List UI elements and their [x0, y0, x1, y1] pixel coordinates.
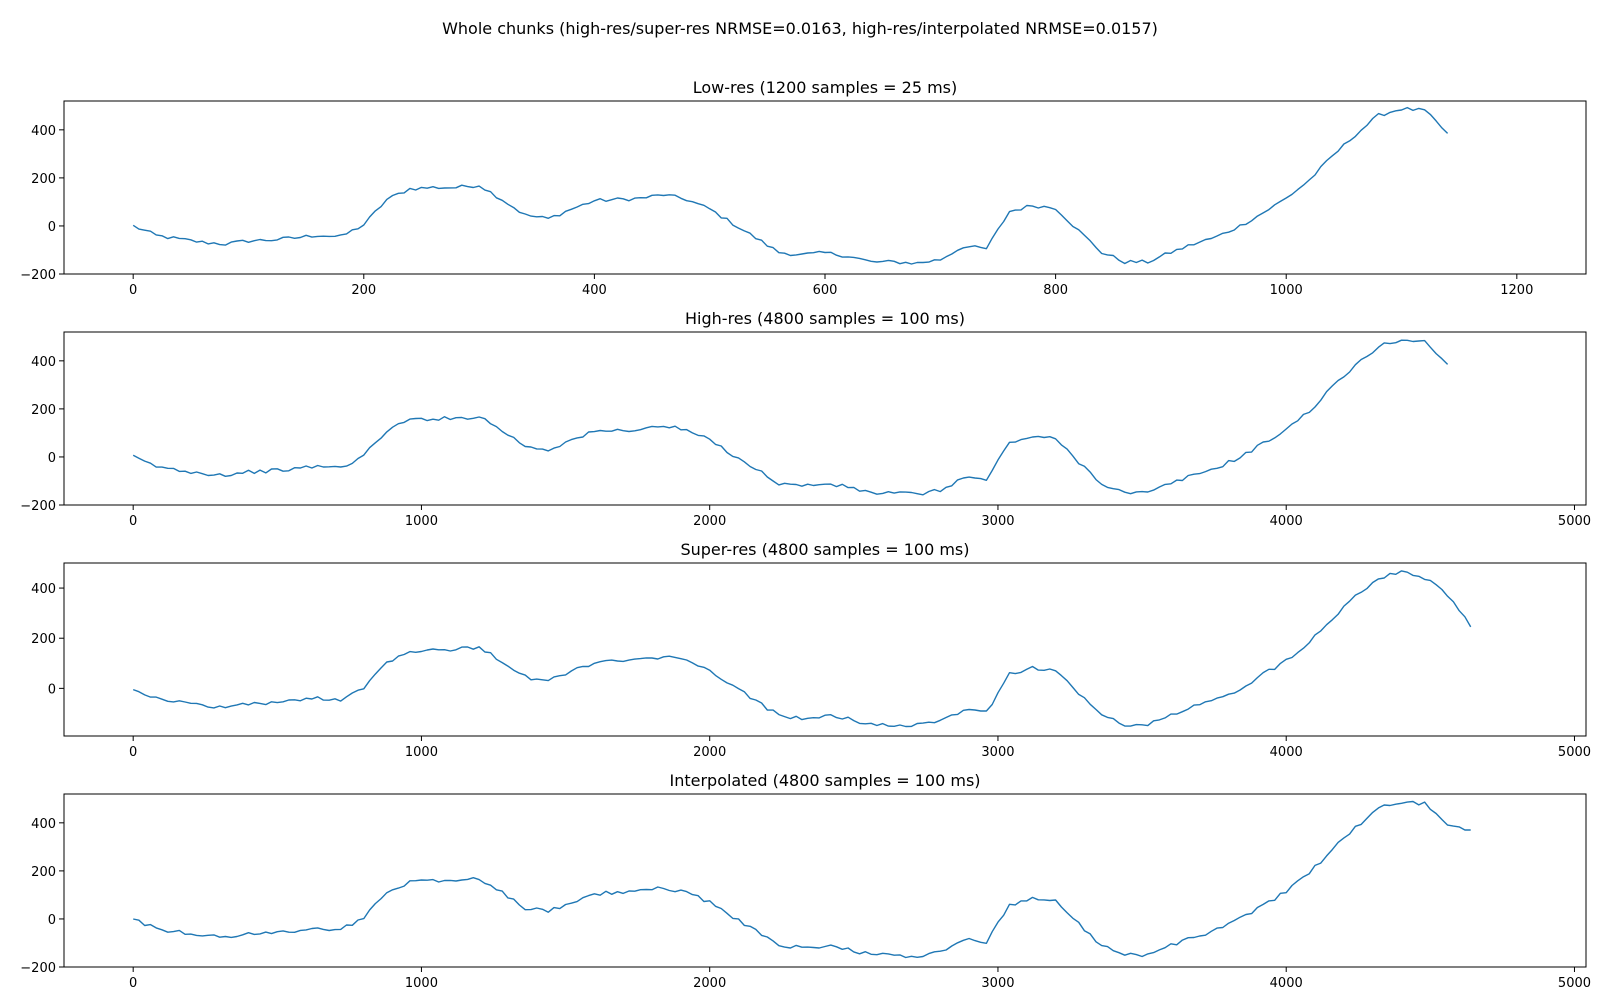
- y-tick-label: 200: [31, 172, 56, 187]
- axes-frame: [63, 100, 1587, 275]
- axes-frame: [63, 562, 1587, 737]
- x-tick-label: 4000: [1270, 976, 1303, 991]
- subplot-title: High-res (4800 samples = 100 ms): [685, 309, 965, 328]
- y-tick-label: −200: [20, 499, 56, 514]
- subplot-2: High-res (4800 samples = 100 ms) 0 1000 200…: [20, 309, 1591, 529]
- y-tick-label: 400: [31, 817, 56, 832]
- x-tick-label: 1000: [1270, 283, 1303, 298]
- subplot-title: Low-res (1200 samples = 25 ms): [693, 78, 958, 97]
- x-tick-label: 4000: [1270, 514, 1303, 529]
- y-tick-label: −200: [20, 961, 56, 976]
- x-tick-label: 200: [351, 283, 376, 298]
- x-tick-label: 1000: [405, 514, 438, 529]
- x-tick-label: 0: [129, 514, 137, 529]
- x-tick-label: 1200: [1500, 283, 1533, 298]
- subplot-3: Super-res (4800 samples = 100 ms) 0 1000 20…: [31, 540, 1591, 760]
- series-line: [132, 570, 1472, 728]
- x-tick-label: 5000: [1558, 976, 1591, 991]
- series-line: [132, 339, 1449, 496]
- subplot-panels: Low-res (1200 samples = 25 ms) 0 200 400 600…: [20, 78, 1591, 991]
- x-tick-label: 0: [129, 283, 137, 298]
- x-tick-label: 1000: [405, 745, 438, 760]
- subplot-title: Interpolated (4800 samples = 100 ms): [669, 771, 980, 790]
- y-tick-label: 0: [48, 682, 56, 697]
- y-tick-label: 0: [48, 913, 56, 928]
- y-tick-label: 400: [31, 124, 56, 139]
- x-tick-label: 600: [813, 283, 838, 298]
- x-tick-label: 800: [1043, 283, 1068, 298]
- subplot-title: Super-res (4800 samples = 100 ms): [680, 540, 969, 559]
- x-tick-label: 1000: [405, 976, 438, 991]
- x-tick-label: 0: [129, 976, 137, 991]
- x-tick-label: 4000: [1270, 745, 1303, 760]
- figure-suptitle: Whole chunks (high-res/super-res NRMSE=0…: [442, 19, 1158, 38]
- y-tick-label: 200: [31, 403, 56, 418]
- x-tick-label: 3000: [981, 514, 1014, 529]
- series-line: [133, 800, 1471, 959]
- subplot-4: Interpolated (4800 samples = 100 ms) 0 100…: [20, 771, 1591, 991]
- x-tick-label: 400: [582, 283, 607, 298]
- x-tick-label: 2000: [693, 976, 726, 991]
- y-tick-label: 0: [48, 220, 56, 235]
- x-tick-label: 5000: [1558, 514, 1591, 529]
- x-tick-label: 5000: [1558, 745, 1591, 760]
- y-tick-label: 200: [31, 632, 56, 647]
- x-tick-label: 2000: [693, 745, 726, 760]
- x-tick-label: 3000: [981, 976, 1014, 991]
- y-tick-label: 0: [48, 451, 56, 466]
- series-line: [132, 106, 1449, 265]
- x-tick-label: 3000: [981, 745, 1014, 760]
- x-tick-label: 2000: [693, 514, 726, 529]
- subplot-1: Low-res (1200 samples = 25 ms) 0 200 400 600…: [20, 78, 1587, 298]
- x-tick-label: 0: [129, 745, 137, 760]
- y-tick-label: 400: [31, 355, 56, 370]
- y-tick-label: 200: [31, 865, 56, 880]
- axes-frame: [63, 331, 1587, 506]
- y-tick-label: 400: [31, 582, 56, 597]
- y-tick-label: −200: [20, 268, 56, 283]
- axes-frame: [63, 793, 1587, 968]
